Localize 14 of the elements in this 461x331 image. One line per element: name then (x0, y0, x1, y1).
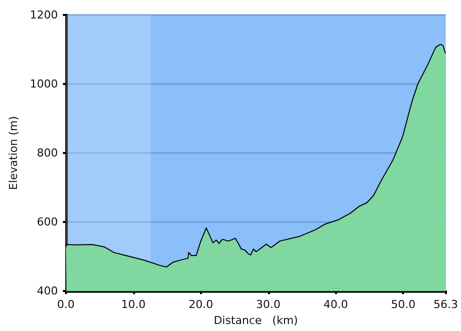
x-tick-label: 40.0 (324, 298, 348, 312)
x-tick-label: 20.0 (188, 298, 214, 312)
y-tick-label: 1200 (30, 8, 58, 22)
x-tick-label: 0.0 (57, 298, 75, 312)
y-tick-label: 800 (36, 146, 58, 160)
x-axis-title: Distance (km) (214, 314, 298, 327)
x-tick-label: 56.3 (434, 298, 458, 312)
x-tick-label: 30.0 (256, 298, 281, 312)
x-tick-label: 50.0 (390, 298, 416, 312)
y-axis-title: Elevation (m) (7, 116, 20, 190)
y-tick-label: 600 (36, 216, 58, 229)
y-tick-label: 400 (36, 284, 58, 298)
x-tick-label: 10.0 (121, 298, 146, 312)
y-tick-label: 1000 (30, 78, 58, 91)
